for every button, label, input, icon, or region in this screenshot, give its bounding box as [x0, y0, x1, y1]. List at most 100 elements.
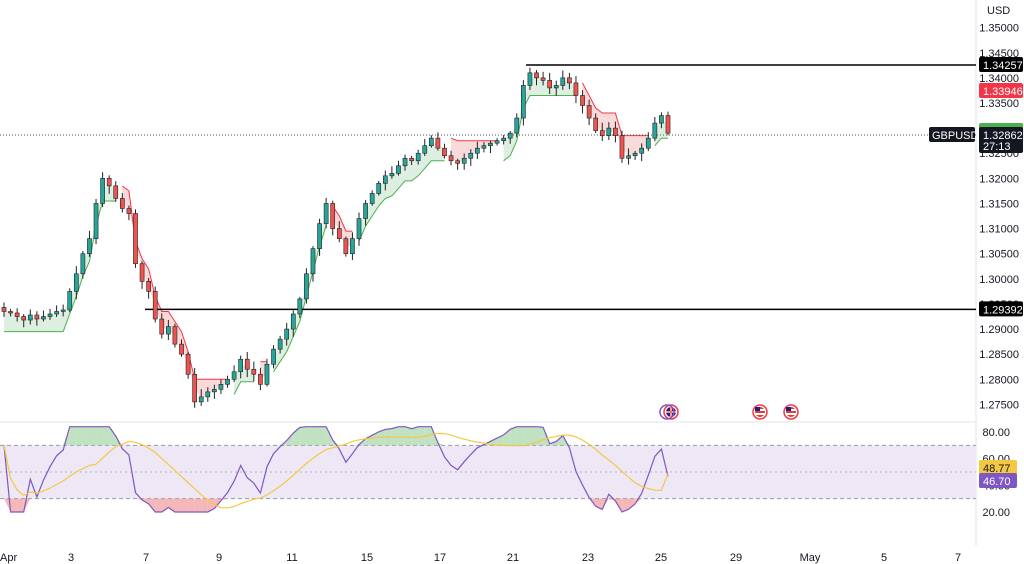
candle[interactable]	[376, 180, 382, 196]
candle[interactable]	[47, 308, 53, 320]
candle[interactable]	[67, 288, 73, 313]
candle[interactable]	[468, 149, 474, 166]
candle[interactable]	[238, 355, 244, 379]
candle[interactable]	[73, 266, 79, 300]
candle[interactable]	[619, 130, 625, 163]
candle[interactable]	[363, 200, 368, 226]
candle[interactable]	[350, 232, 355, 260]
candle[interactable]	[277, 335, 283, 354]
candle[interactable]	[435, 132, 441, 151]
candle[interactable]	[599, 122, 605, 141]
candle[interactable]	[172, 323, 178, 348]
candle[interactable]	[126, 205, 132, 221]
candle[interactable]	[264, 358, 270, 387]
candle[interactable]	[475, 141, 480, 160]
candle[interactable]	[27, 309, 33, 325]
candle[interactable]	[179, 339, 184, 357]
candle[interactable]	[87, 230, 92, 257]
candle[interactable]	[310, 246, 316, 282]
candle[interactable]	[659, 112, 664, 129]
candle[interactable]	[290, 310, 296, 337]
candle[interactable]	[14, 308, 20, 322]
candle[interactable]	[488, 140, 493, 154]
candle[interactable]	[501, 135, 506, 145]
candle[interactable]	[41, 310, 46, 322]
candle[interactable]	[336, 221, 342, 243]
candle[interactable]	[100, 172, 105, 208]
candle[interactable]	[34, 311, 40, 326]
candle[interactable]	[185, 351, 191, 379]
candle[interactable]	[521, 80, 526, 126]
candle[interactable]	[323, 197, 329, 229]
candle[interactable]	[166, 319, 171, 341]
us-event-flag-icon[interactable]	[752, 404, 768, 420]
candle[interactable]	[606, 122, 612, 141]
candle[interactable]	[567, 72, 572, 90]
candle[interactable]	[534, 70, 539, 86]
candle[interactable]	[382, 170, 388, 191]
candle[interactable]	[415, 149, 421, 165]
candle[interactable]	[494, 138, 500, 146]
candle[interactable]	[225, 375, 230, 388]
candle[interactable]	[402, 154, 408, 171]
candle[interactable]	[560, 70, 566, 90]
candle[interactable]	[113, 181, 119, 202]
candle[interactable]	[343, 236, 349, 257]
candle[interactable]	[461, 153, 467, 170]
candle[interactable]	[54, 305, 59, 317]
candle[interactable]	[645, 132, 651, 152]
candle[interactable]	[507, 130, 513, 144]
candle[interactable]	[192, 368, 197, 408]
candle[interactable]	[455, 158, 460, 170]
candle[interactable]	[133, 209, 138, 268]
candle[interactable]	[448, 150, 454, 166]
candle[interactable]	[652, 116, 658, 142]
candle[interactable]	[106, 175, 112, 194]
candle[interactable]	[580, 90, 585, 114]
candle[interactable]	[409, 155, 414, 165]
candle[interactable]	[152, 286, 158, 323]
candle[interactable]	[369, 190, 375, 206]
candle[interactable]	[626, 148, 631, 165]
candle[interactable]	[422, 138, 428, 157]
candle[interactable]	[251, 361, 257, 382]
candle[interactable]	[297, 296, 303, 319]
candle[interactable]	[481, 142, 487, 153]
candle[interactable]	[304, 268, 309, 304]
candle[interactable]	[442, 143, 447, 159]
candle[interactable]	[244, 352, 250, 378]
candle[interactable]	[1, 302, 7, 317]
candle[interactable]	[639, 143, 645, 162]
candle[interactable]	[258, 367, 263, 391]
candle[interactable]	[284, 322, 290, 346]
candle[interactable]	[547, 72, 553, 95]
candle[interactable]	[8, 308, 13, 317]
candle[interactable]	[428, 135, 434, 148]
candle[interactable]	[139, 261, 145, 289]
candle[interactable]	[330, 200, 336, 236]
candle[interactable]	[389, 166, 395, 179]
candle[interactable]	[119, 193, 125, 213]
us-event-flag-icon[interactable]	[783, 404, 799, 420]
candle[interactable]	[212, 384, 217, 399]
candle[interactable]	[146, 277, 151, 299]
candle[interactable]	[218, 379, 224, 395]
candle[interactable]	[205, 387, 211, 402]
candle[interactable]	[356, 212, 362, 246]
candle[interactable]	[231, 365, 237, 383]
candle[interactable]	[665, 111, 671, 136]
candle[interactable]	[159, 313, 165, 339]
candle[interactable]	[527, 67, 533, 90]
candle[interactable]	[540, 71, 546, 86]
candle[interactable]	[271, 345, 276, 369]
candle[interactable]	[317, 218, 322, 256]
candle[interactable]	[60, 304, 66, 317]
candle[interactable]	[396, 160, 401, 176]
candle[interactable]	[93, 198, 99, 244]
candle[interactable]	[593, 113, 599, 134]
candle[interactable]	[21, 314, 27, 328]
candle[interactable]	[632, 150, 638, 160]
candle[interactable]	[514, 113, 520, 138]
candle[interactable]	[198, 389, 204, 406]
